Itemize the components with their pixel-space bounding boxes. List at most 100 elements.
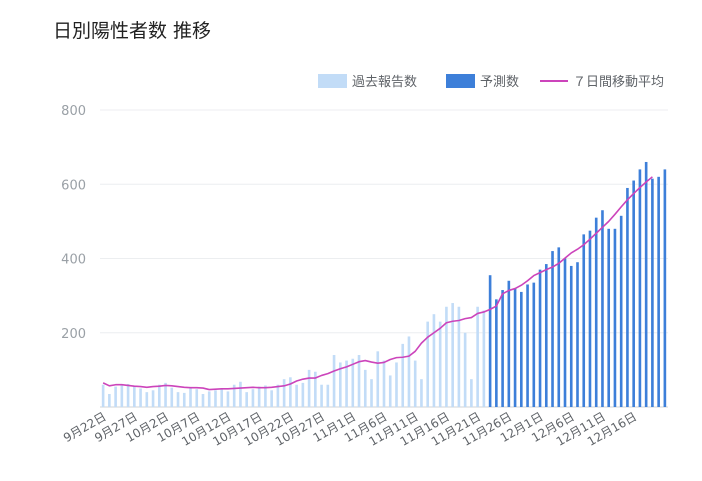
past-bar — [251, 389, 255, 407]
past-bar — [139, 388, 142, 407]
past-bar — [120, 384, 124, 407]
past-bar — [445, 306, 448, 407]
past-bar — [245, 392, 248, 407]
past-bar — [270, 390, 273, 407]
past-bar — [320, 384, 323, 407]
past-bar — [357, 355, 361, 407]
past-bar — [207, 391, 211, 407]
past-bar — [264, 385, 267, 407]
legend-swatch-past — [318, 74, 347, 88]
past-bar — [388, 375, 392, 407]
forecast-bar — [651, 178, 654, 407]
forecast-bar — [619, 215, 623, 407]
past-bar — [451, 303, 454, 407]
forecast-bar — [501, 290, 504, 407]
past-bar — [463, 332, 467, 407]
forecast-bar — [632, 180, 635, 407]
past-bar — [438, 321, 442, 407]
past-bar — [195, 389, 199, 407]
forecast-bar — [544, 264, 548, 407]
past-bar — [370, 379, 373, 407]
past-bar — [157, 384, 161, 407]
moving-average-series — [102, 176, 653, 391]
past-bar — [301, 382, 305, 407]
legend-swatch-forecast — [446, 74, 475, 88]
forecast-bar — [607, 228, 611, 407]
past-bar — [314, 371, 317, 407]
past-bar — [413, 360, 417, 407]
past-bar — [470, 379, 473, 407]
past-bar — [176, 392, 180, 407]
past-bar — [220, 388, 224, 407]
past-bar — [164, 382, 167, 407]
y-axis: 200 400 600 800 — [61, 104, 86, 342]
forecast-bar — [582, 234, 586, 407]
bar-series — [101, 161, 667, 407]
past-bar — [476, 306, 479, 407]
past-bar — [239, 381, 242, 407]
y-tick-label: 600 — [61, 178, 86, 193]
past-bar — [282, 379, 286, 407]
forecast-bar — [626, 187, 629, 407]
forecast-bar — [520, 291, 523, 407]
past-bar — [295, 384, 298, 407]
past-bar — [338, 362, 342, 407]
forecast-bar — [513, 288, 517, 407]
past-bar — [232, 384, 236, 407]
past-bar — [482, 310, 486, 407]
forecast-bar — [576, 262, 579, 407]
past-bar — [363, 369, 367, 407]
past-bar — [432, 314, 436, 407]
past-bar — [126, 383, 130, 407]
past-bar — [289, 377, 292, 407]
forecast-bar — [644, 161, 648, 407]
past-bar — [307, 369, 311, 407]
past-bar — [382, 360, 386, 407]
past-bar — [457, 306, 461, 407]
y-tick-label: 800 — [61, 104, 86, 119]
past-bar — [407, 336, 411, 407]
past-bar — [101, 384, 105, 407]
x-axis: 9月22日9月27日10月2日10月7日10月12日10月17日10月22日10… — [61, 409, 639, 448]
past-bar — [201, 394, 205, 407]
forecast-bar — [526, 284, 529, 407]
forecast-bar — [594, 217, 598, 407]
forecast-bar — [551, 251, 554, 407]
past-bar — [145, 392, 149, 407]
forecast-bar — [663, 169, 667, 407]
legend-label-past: 過去報告数 — [352, 75, 417, 90]
past-bar — [332, 355, 336, 407]
past-bar — [182, 392, 186, 407]
chart-title: 日別陽性者数 推移 — [53, 20, 212, 42]
forecast-bar — [563, 258, 567, 407]
forecast-bar — [638, 169, 642, 407]
past-bar — [376, 351, 380, 407]
past-bar — [226, 391, 230, 407]
legend: 過去報告数 予測数 ７日間移動平均 — [318, 74, 664, 90]
forecast-bar — [532, 282, 536, 407]
past-bar — [401, 343, 405, 407]
past-bar — [351, 358, 355, 407]
past-bar — [189, 388, 192, 407]
forecast-bar — [657, 176, 660, 407]
forecast-bar — [495, 299, 498, 407]
forecast-bar — [557, 247, 561, 407]
forecast-bar — [488, 275, 492, 407]
past-bar — [345, 360, 348, 407]
y-tick-label: 400 — [61, 253, 86, 268]
past-bar — [257, 386, 261, 407]
past-bar — [326, 384, 330, 407]
past-bar — [276, 384, 280, 407]
forecast-bar — [507, 280, 511, 407]
past-bar — [151, 390, 155, 407]
legend-label-forecast: 予測数 — [480, 75, 519, 90]
moving-average-line — [102, 176, 653, 391]
past-bar — [214, 390, 217, 407]
past-bar — [426, 321, 430, 407]
past-bar — [170, 387, 174, 407]
forecast-bar — [538, 269, 542, 407]
past-bar — [114, 386, 117, 407]
forecast-bar — [613, 228, 617, 407]
forecast-bar — [601, 210, 604, 407]
